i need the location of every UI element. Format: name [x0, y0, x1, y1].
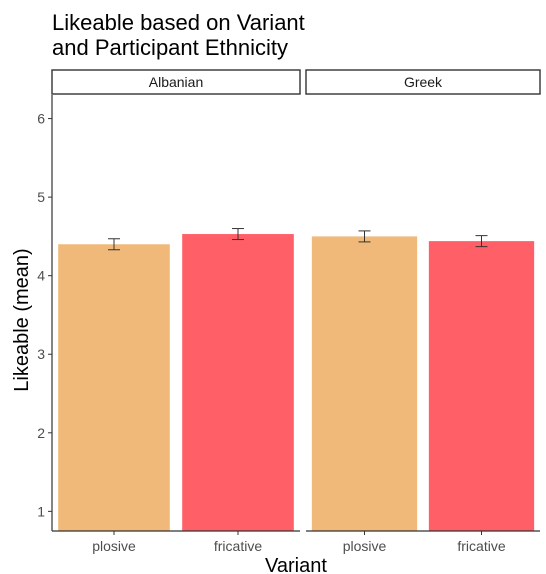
x-tick-label: fricative: [457, 538, 505, 554]
y-tick-label: 3: [37, 346, 45, 362]
bar-albanian-fricative: [182, 234, 294, 531]
y-tick-label: 6: [37, 111, 45, 127]
facet-panel-greek: Greek plosive fricative: [305, 69, 541, 554]
chart-title-line-2: and Participant Ethnicity: [52, 35, 288, 60]
error-bar: [232, 228, 244, 241]
x-tick-label: plosive: [343, 538, 387, 554]
facet-panel-albanian: Albanian plosive fricative: [51, 69, 301, 554]
y-tick-label: 5: [37, 189, 45, 205]
y-tick-label: 4: [37, 268, 45, 284]
x-axis-title: Variant: [265, 555, 327, 574]
error-bar: [358, 230, 371, 243]
facet-strip-label: Greek: [404, 74, 443, 90]
x-tick-label: plosive: [92, 538, 136, 554]
error-bar: [475, 235, 488, 248]
panels: Albanian plosive fricative Greek plosive fric…: [51, 69, 541, 554]
chart-title: Likeable based on Variant and Participan…: [52, 10, 311, 60]
y-tick-label: 1: [37, 503, 45, 519]
chart-title-line-1: Likeable based on Variant: [52, 10, 305, 35]
y-tick-label: 2: [37, 425, 45, 441]
y-axis-title: Likeable (mean): [11, 248, 33, 391]
facet-strip: [305, 69, 541, 95]
bar-greek-fricative: [428, 241, 535, 532]
facet-strip-label: Albanian: [149, 74, 204, 90]
bar-albanian-plosive: [58, 244, 170, 531]
facet-strip: [51, 69, 301, 95]
y-axis: 1 2 3 4 5 6: [37, 95, 53, 531]
x-tick-label: fricative: [214, 538, 262, 554]
bar-greek-plosive: [311, 236, 418, 532]
error-bar: [108, 238, 120, 251]
